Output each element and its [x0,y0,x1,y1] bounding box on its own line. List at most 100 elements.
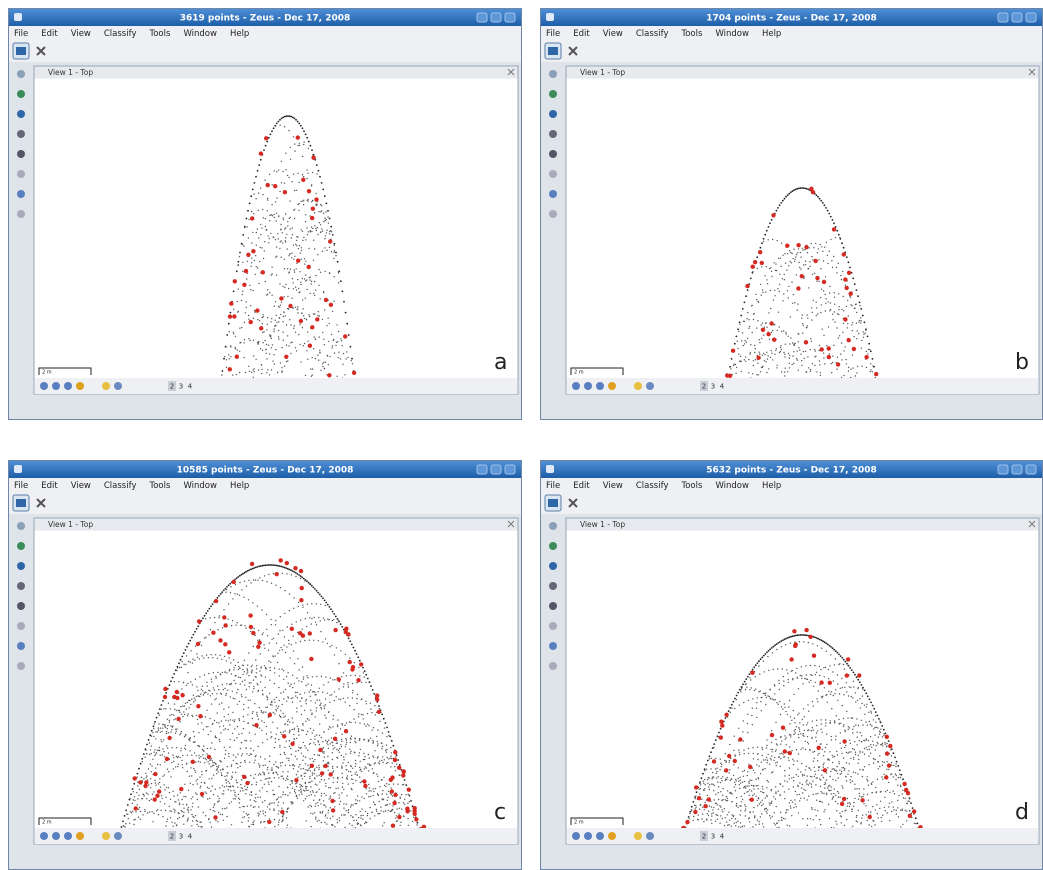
menu-item[interactable]: Tools [148,481,171,491]
tool-icon[interactable] [17,622,25,630]
view-tool[interactable] [572,382,580,390]
tool-icon[interactable] [549,662,557,670]
tool-icon[interactable] [549,190,557,198]
tool-icon[interactable] [17,582,25,590]
view-tool[interactable] [40,832,48,840]
menu-item[interactable]: Tools [148,29,171,39]
tool-icon[interactable] [17,602,25,610]
view-tool[interactable] [64,832,72,840]
tool-icon[interactable] [17,130,25,138]
menu-item[interactable]: Tools [680,481,703,491]
tool-icon[interactable] [549,622,557,630]
tool-icon[interactable] [549,582,557,590]
point [233,760,234,761]
page-number[interactable]: 3 [179,833,183,841]
view-tool[interactable] [64,382,72,390]
window-button[interactable] [491,465,501,474]
tool-icon[interactable] [549,522,557,530]
tool-icon[interactable] [549,70,557,78]
page-number[interactable]: 4 [720,383,725,391]
menu-item[interactable]: File [14,481,28,491]
menu-item[interactable]: File [546,29,560,39]
window-button[interactable] [477,13,487,22]
tool-icon[interactable] [549,150,557,158]
page-number[interactable]: 3 [711,383,715,391]
view-tool[interactable] [646,382,654,390]
tool-icon[interactable] [549,642,557,650]
view-tool[interactable] [76,382,84,390]
view-tool[interactable] [584,382,592,390]
menu-item[interactable]: Help [230,29,249,39]
window-button[interactable] [491,13,501,22]
menu-item[interactable]: Classify [104,29,137,39]
tool-icon[interactable] [549,110,557,118]
view-tool[interactable] [40,382,48,390]
page-number[interactable]: 2 [170,383,174,391]
menu-item[interactable]: Window [183,481,217,491]
menu-item[interactable]: Window [715,481,749,491]
window-button[interactable] [998,465,1008,474]
menu-item[interactable]: Classify [104,481,137,491]
view-tool[interactable] [52,832,60,840]
tool-icon[interactable] [549,170,557,178]
page-number[interactable]: 4 [188,833,193,841]
menu-item[interactable]: File [546,481,560,491]
menu-item[interactable]: Help [762,481,781,491]
view-tool[interactable] [114,832,122,840]
menu-item[interactable]: View [603,29,623,39]
menu-item[interactable]: Edit [41,481,58,491]
window-button[interactable] [505,465,515,474]
page-number[interactable]: 2 [702,383,706,391]
page-number[interactable]: 3 [179,383,183,391]
menu-item[interactable]: Classify [636,481,669,491]
tool-icon[interactable] [17,542,25,550]
menu-item[interactable]: Help [230,481,249,491]
view-tool[interactable] [608,382,616,390]
tool-icon[interactable] [549,90,557,98]
tool-icon[interactable] [549,210,557,218]
tool-icon[interactable] [17,642,25,650]
window-button[interactable] [477,465,487,474]
view-tool[interactable] [76,832,84,840]
tool-icon[interactable] [17,90,25,98]
menu-item[interactable]: File [14,29,28,39]
tool-icon[interactable] [17,662,25,670]
view-tool[interactable] [634,382,642,390]
tool-icon[interactable] [17,210,25,218]
menu-item[interactable]: Help [762,29,781,39]
window-button[interactable] [1026,465,1036,474]
menu-item[interactable]: Classify [636,29,669,39]
tool-icon[interactable] [549,602,557,610]
window-button[interactable] [1012,13,1022,22]
menu-item[interactable]: Edit [41,29,58,39]
page-number[interactable]: 4 [188,383,193,391]
menu-item[interactable]: Window [183,29,217,39]
tool-icon[interactable] [549,542,557,550]
tool-icon[interactable] [17,190,25,198]
window-button[interactable] [1026,13,1036,22]
menu-item[interactable]: Tools [680,29,703,39]
page-number[interactable]: 2 [170,833,174,841]
tool-icon[interactable] [549,562,557,570]
window-button[interactable] [1012,465,1022,474]
tool-icon[interactable] [549,130,557,138]
tool-icon[interactable] [17,522,25,530]
tool-icon[interactable] [17,70,25,78]
view-tool[interactable] [114,382,122,390]
view-tool[interactable] [596,382,604,390]
view-tool[interactable] [102,832,110,840]
menu-item[interactable]: View [603,481,623,491]
tool-icon[interactable] [17,562,25,570]
tool-icon[interactable] [17,170,25,178]
menu-item[interactable]: Edit [573,481,590,491]
tool-icon[interactable] [17,110,25,118]
menu-item[interactable]: Edit [573,29,590,39]
menu-item[interactable]: Window [715,29,749,39]
menu-item[interactable]: View [71,481,91,491]
window-button[interactable] [505,13,515,22]
view-tool[interactable] [102,382,110,390]
window-button[interactable] [998,13,1008,22]
menu-item[interactable]: View [71,29,91,39]
view-tool[interactable] [52,382,60,390]
tool-icon[interactable] [17,150,25,158]
